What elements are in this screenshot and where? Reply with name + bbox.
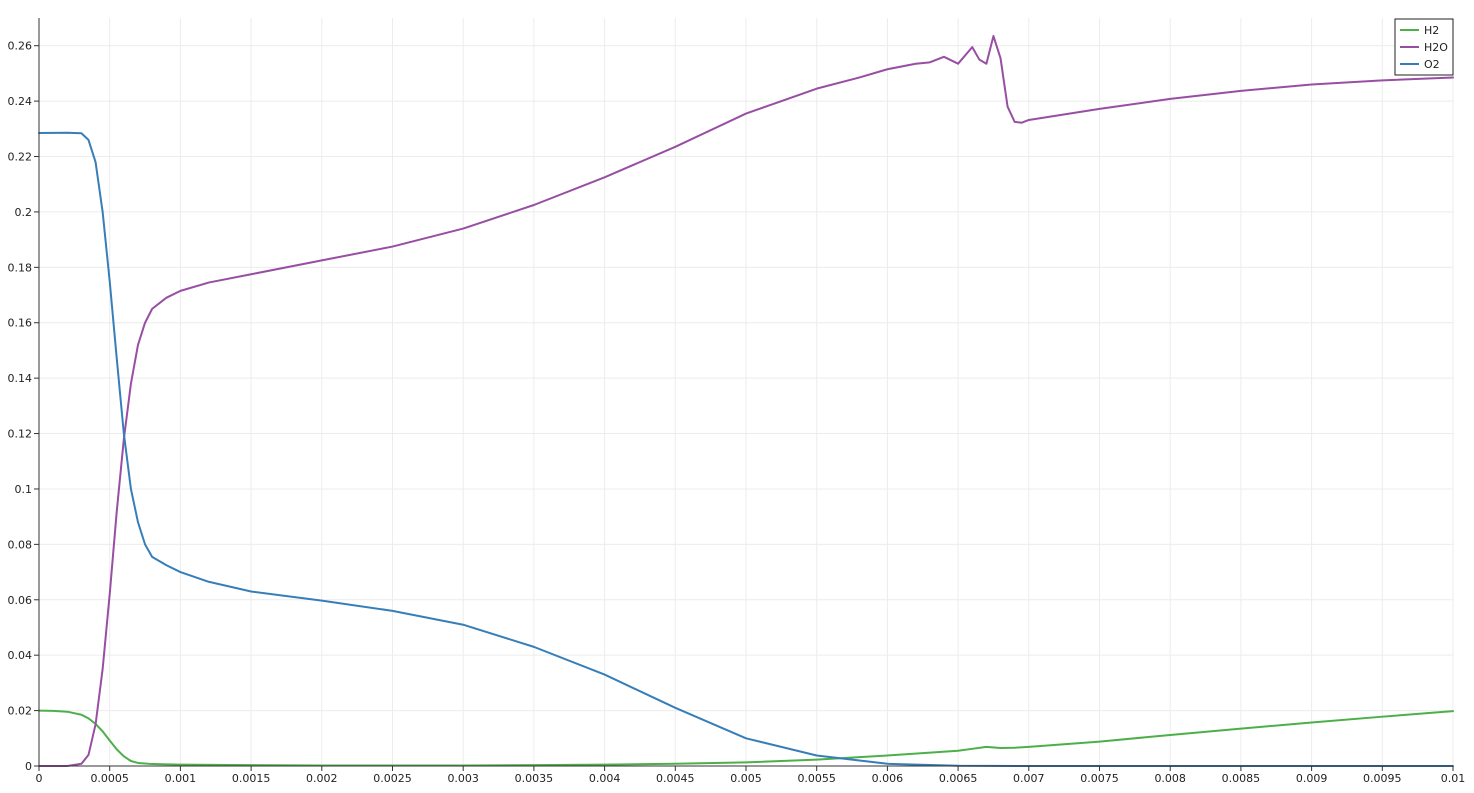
y-tick-label: 0.08 xyxy=(8,538,33,551)
x-tick-label: 0 xyxy=(36,772,43,785)
y-tick-label: 0.1 xyxy=(15,483,33,496)
x-tick-label: 0.0035 xyxy=(515,772,554,785)
x-tick-label: 0.008 xyxy=(1154,772,1186,785)
x-tick-label: 0.009 xyxy=(1296,772,1328,785)
y-tick-label: 0.26 xyxy=(8,40,33,53)
x-tick-label: 0.003 xyxy=(447,772,479,785)
y-tick-label: 0.12 xyxy=(8,428,33,441)
y-tick-label: 0.2 xyxy=(15,206,33,219)
x-tick-label: 0.007 xyxy=(1013,772,1045,785)
x-tick-label: 0.01 xyxy=(1441,772,1466,785)
y-tick-label: 0.16 xyxy=(8,317,33,330)
x-tick-label: 0.006 xyxy=(872,772,904,785)
x-tick-label: 0.005 xyxy=(730,772,762,785)
x-tick-label: 0.0095 xyxy=(1363,772,1402,785)
series-line-h2 xyxy=(38,709,1454,767)
legend-label-o2: O2 xyxy=(1424,58,1440,71)
y-tick-label: 0.14 xyxy=(8,372,33,385)
x-tick-label: 0.0085 xyxy=(1222,772,1261,785)
x-tick-label: 0.0005 xyxy=(90,772,129,785)
x-tick-label: 0.0075 xyxy=(1080,772,1119,785)
x-tick-label: 0.004 xyxy=(589,772,621,785)
x-tick-label: 0.0055 xyxy=(797,772,836,785)
legend: H2 H2O O2 xyxy=(1394,18,1454,76)
x-tick-label: 0.0015 xyxy=(232,772,271,785)
grid-lines xyxy=(38,18,1454,767)
legend-label-h2o: H2O xyxy=(1424,41,1448,54)
y-tick-label: 0.06 xyxy=(8,594,33,607)
x-tick-label: 0.001 xyxy=(165,772,197,785)
series-line-h2o xyxy=(38,35,1454,767)
x-tick-label: 0.0045 xyxy=(656,772,695,785)
y-tick-label: 0.02 xyxy=(8,705,33,718)
series-lines xyxy=(38,35,1454,767)
axes: 0 0.0005 0.001 0.0015 0.002 0.0025 0.003 0.0035… xyxy=(8,18,1466,785)
y-tick-label: 0.22 xyxy=(8,151,33,164)
x-tick-label: 0.0065 xyxy=(939,772,978,785)
y-tick-label: 0.04 xyxy=(8,649,33,662)
legend-label-h2: H2 xyxy=(1424,24,1439,37)
y-tick-label: 0.24 xyxy=(8,95,33,108)
series-line-o2 xyxy=(38,131,1454,767)
y-tick-label: 0 xyxy=(25,760,32,773)
x-tick-label: 0.0025 xyxy=(373,772,412,785)
x-tick-label: 0.002 xyxy=(306,772,338,785)
y-tick-label: 0.18 xyxy=(8,261,33,274)
